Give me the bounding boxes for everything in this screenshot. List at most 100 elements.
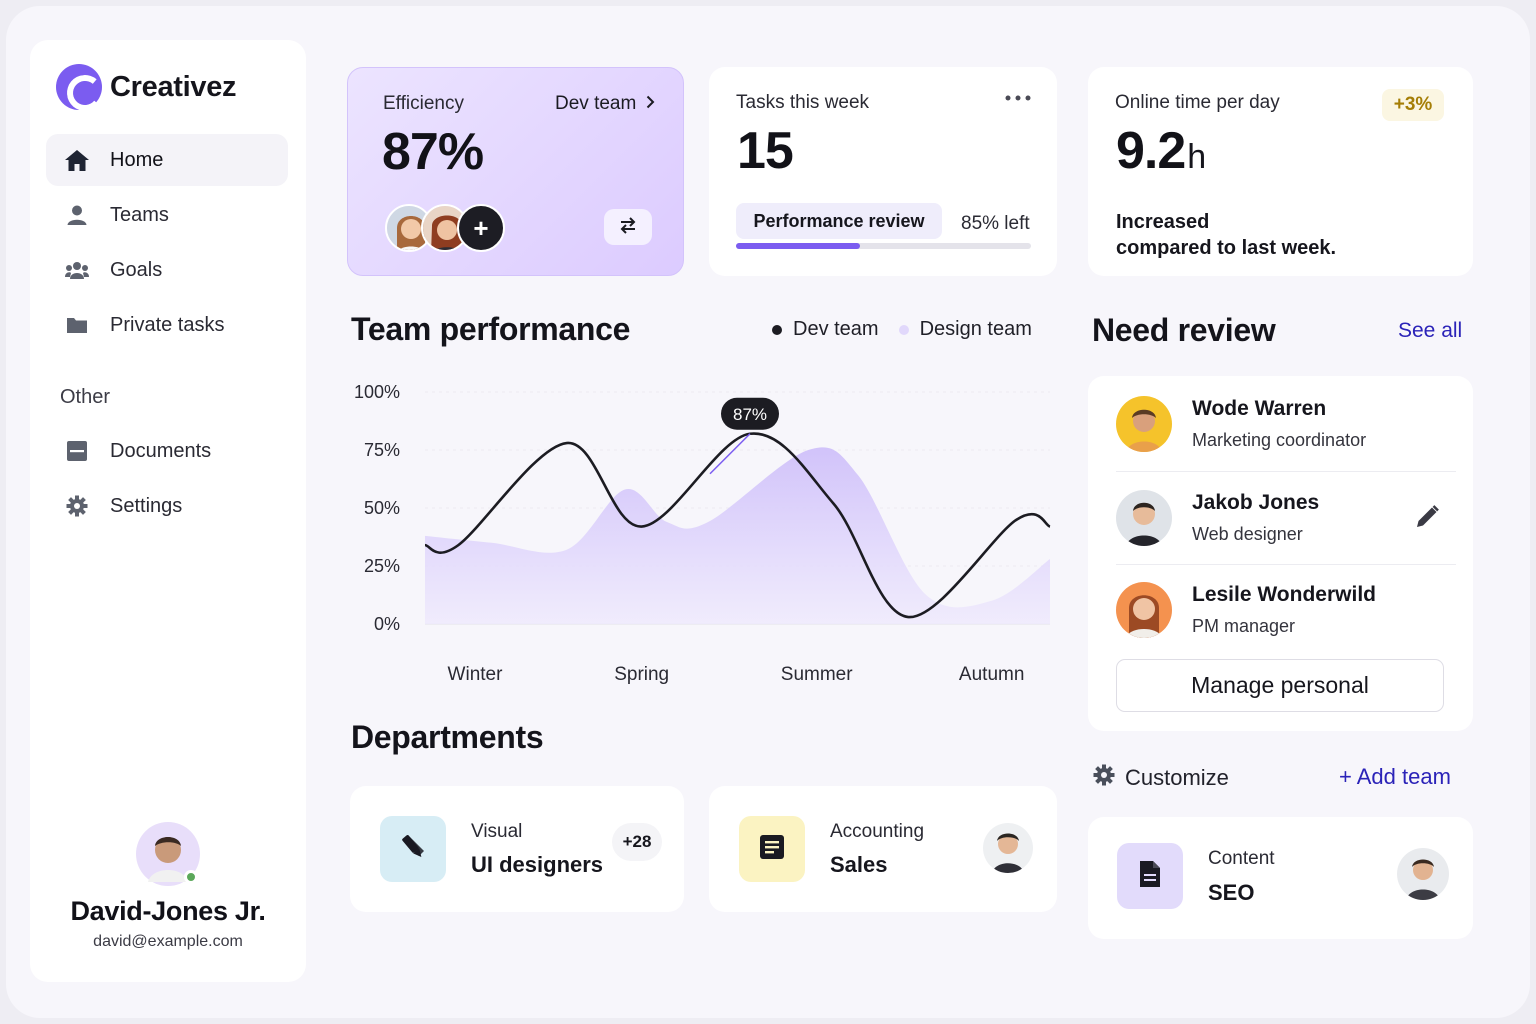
tooltip-label: 87% [733,405,767,424]
edit-button[interactable] [1414,504,1440,535]
list-item[interactable]: Wode Warren Marketing coordinator [1116,383,1456,465]
legend-dev-team[interactable]: Dev team [793,318,879,340]
online-time-note: Increased [1116,211,1210,233]
legend-dot-design [898,324,909,335]
department-category: Content [1208,848,1275,869]
department-card-ui-designers[interactable]: Visual UI designers +28 [350,786,684,912]
sidebar-item-label: Home [110,148,164,171]
sidebar-item-label: Settings [110,494,183,517]
performance-title: Team performance [351,311,631,347]
more-options-button[interactable] [1005,89,1031,107]
y-tick-label: 75% [364,440,400,460]
tasks-remaining: 85% left [961,213,1030,234]
department-card-sales[interactable]: Accounting Sales [709,786,1057,912]
divider [1116,471,1456,472]
tasks-card: Tasks this week 15 Performance review 85… [709,67,1057,276]
more-horizontal-icon [1005,89,1031,106]
gear-icon [64,493,90,519]
nav-group-title: Other [60,386,111,408]
avatar [1116,396,1172,452]
change-badge: +3% [1382,89,1444,121]
gear-icon [1093,764,1115,792]
avatar[interactable] [983,823,1033,873]
sidebar-item-private-tasks[interactable]: Private tasks [46,299,288,351]
sidebar-item-label: Goals [110,258,163,281]
manage-personal-button[interactable]: Manage personal [1116,659,1444,712]
efficiency-card[interactable]: Efficiency Dev team 87% + [347,67,684,276]
list-item[interactable]: Lesile Wonderwild PM manager [1116,569,1456,651]
y-tick-label: 100% [354,382,400,402]
need-review-title: Need review [1092,312,1276,348]
efficiency-value: 87% [382,123,484,181]
department-name: SEO [1208,880,1255,905]
add-team-button[interactable]: + Add team [1339,764,1451,789]
folder-icon [64,312,90,338]
chart-legend: Dev team Design team [772,318,1032,341]
team-avatars: + [385,204,505,252]
legend-design-team[interactable]: Design team [919,318,1032,340]
plus-icon: + [473,212,489,243]
tooltip-connector [709,433,751,475]
online-time-unit: h [1187,138,1207,176]
customize-button[interactable]: Customize [1093,764,1229,792]
online-time-note: compared to last week. [1116,237,1337,259]
sidebar-item-label: Teams [110,203,169,226]
online-time-value: 9.2 [1116,122,1186,180]
legend-dot-dev [772,324,782,335]
tasks-value: 15 [737,122,794,180]
user-profile[interactable]: David-Jones Jr. david@example.com [30,822,306,951]
logo-mark-icon [56,64,102,110]
tasks-progress-bar [736,243,1031,249]
person-role: Web designer [1192,524,1303,544]
profile-name: David-Jones Jr. [70,896,266,926]
design-tools-icon [398,832,428,867]
x-tick-label: Summer [781,664,853,685]
list-item[interactable]: Jakob Jones Web designer [1116,477,1456,559]
sidebar-item-home[interactable]: Home [46,134,288,186]
departments-title: Departments [351,719,544,755]
person-role: PM manager [1192,616,1296,636]
sidebar: Creativez Home Teams Goals Private tasks [30,40,306,982]
department-icon-box [1117,843,1183,909]
team-selector-label: Dev team [555,93,637,114]
add-member-button[interactable]: + [457,204,505,252]
efficiency-label: Efficiency [383,93,464,114]
x-tick-label: Spring [614,664,669,685]
need-review-list: Wode Warren Marketing coordinator Jakob J… [1088,376,1473,731]
see-all-link[interactable]: See all [1398,319,1463,342]
department-card-seo[interactable]: Content SEO [1088,817,1473,939]
tasks-progress-fill [736,243,860,249]
sidebar-item-settings[interactable]: Settings [46,480,288,532]
y-tick-label: 0% [374,614,400,634]
x-tick-label: Winter [448,664,504,685]
department-name: UI designers [471,852,604,877]
secondary-nav: Documents Settings [46,425,288,535]
tasks-label: Tasks this week [736,92,870,113]
sidebar-item-teams[interactable]: Teams [46,189,288,241]
person-name: Jakob Jones [1192,491,1320,514]
home-icon [64,147,90,173]
sidebar-item-goals[interactable]: Goals [46,244,288,296]
online-time-card: Online time per day +3% 9.2 h Increased … [1088,67,1473,276]
y-tick-label: 50% [364,498,400,518]
avatar[interactable] [1397,848,1449,900]
avatar[interactable] [136,822,200,886]
team-selector[interactable]: Dev team [555,93,655,115]
profile-email: david@example.com [93,933,243,950]
swap-arrows-icon [619,216,637,239]
logo[interactable]: Creativez [56,64,237,110]
document-icon [64,438,90,464]
chart-tooltip: 87% [709,397,779,475]
swap-button[interactable] [604,209,652,245]
sidebar-item-documents[interactable]: Documents [46,425,288,477]
performance-review-chip[interactable]: Performance review [736,203,942,239]
notes-icon [759,834,785,865]
department-category: Visual [471,821,523,842]
sidebar-item-label: Private tasks [110,313,225,336]
main-nav: Home Teams Goals Private tasks [46,134,288,354]
user-icon [64,202,90,228]
department-icon-box [739,816,805,882]
y-tick-label: 25% [364,556,400,576]
department-icon-box [380,816,446,882]
chevron-right-icon [646,93,655,115]
